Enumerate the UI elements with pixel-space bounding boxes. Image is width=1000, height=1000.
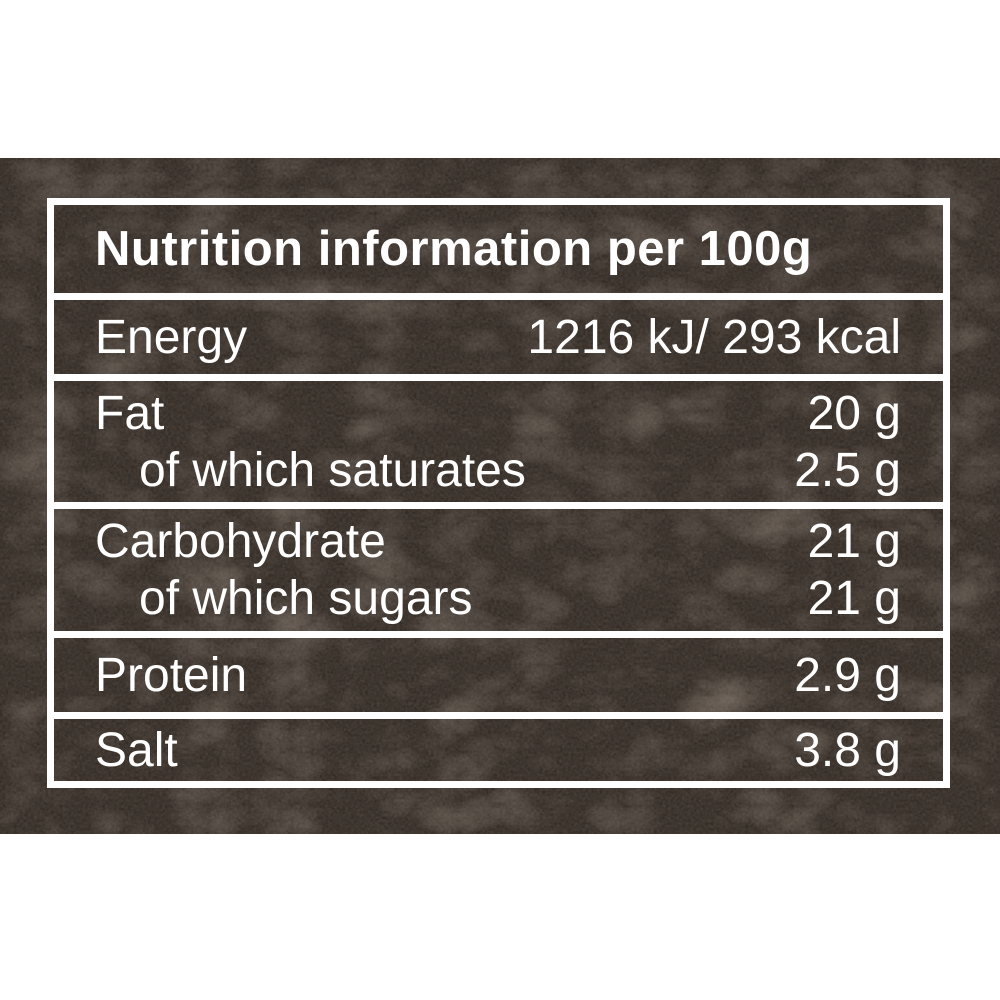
nutrient-line: Salt 3.8 g [95,722,901,779]
nutrient-subline: of which sugars 21 g [95,570,901,627]
nutrient-value: 21 g [807,572,901,625]
nutrient-label: Carbohydrate [95,515,386,568]
nutrient-value: 3.8 g [794,723,901,777]
table-row-salt: Salt 3.8 g [54,712,943,781]
nutrient-value: 2.5 g [794,443,901,497]
nutrient-label: of which sugars [139,572,473,625]
table-header-row: Nutrition information per 100g [54,205,943,293]
nutrient-line: Fat 20 g [95,385,901,442]
nutrition-table: Nutrition information per 100g Energy 12… [47,198,950,788]
table-row-carbohydrate: Carbohydrate 21 g of which sugars 21 g [54,502,943,631]
nutrient-line: Protein 2.9 g [95,647,901,704]
table-row-protein: Protein 2.9 g [54,631,943,712]
table-row-fat: Fat 20 g of which saturates 2.5 g [54,374,943,502]
label-panel: Nutrition information per 100g Energy 12… [0,158,1000,834]
nutrient-label: Salt [95,723,178,777]
nutrient-value: 1216 kJ/ 293 kcal [527,310,901,364]
nutrient-value: 21 g [807,515,901,568]
nutrient-label: Energy [95,310,248,364]
nutrient-label: Fat [95,386,165,440]
table-title: Nutrition information per 100g [95,222,813,276]
nutrient-subline: of which saturates 2.5 g [95,442,901,499]
table-row-energy: Energy 1216 kJ/ 293 kcal [54,293,943,374]
nutrient-value: 20 g [807,386,901,440]
nutrient-line: Carbohydrate 21 g [95,513,901,570]
nutrient-label: of which saturates [139,443,526,497]
nutrient-line: Energy 1216 kJ/ 293 kcal [95,309,901,366]
nutrient-label: Protein [95,648,248,702]
nutrient-value: 2.9 g [794,648,901,702]
